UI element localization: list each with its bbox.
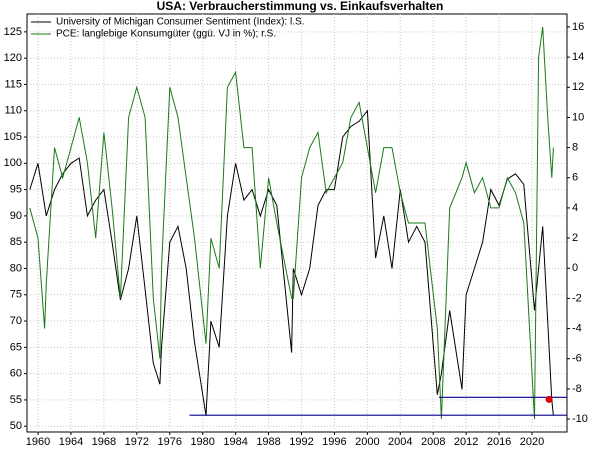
plot-frame (26, 13, 568, 433)
x-tick-label: 1972 (125, 436, 149, 448)
x-tick-label: 1964 (59, 436, 83, 448)
y-tick-label: 90 (10, 210, 22, 222)
y2-tick-label: 8 (572, 142, 578, 154)
y-tick-label: 95 (10, 184, 22, 196)
x-tick-label: 1968 (92, 436, 116, 448)
y-tick-label: 105 (4, 131, 22, 143)
y-tick-label: 65 (10, 341, 22, 353)
y-tick-label: 80 (10, 262, 22, 274)
y2-tick-label: -10 (572, 413, 588, 425)
x-tick-label: 1960 (26, 436, 50, 448)
y-tick-label: 60 (10, 368, 22, 380)
x-tick-label: 2012 (454, 436, 478, 448)
y2-tick-label: 2 (572, 232, 578, 244)
y2-tick-label: -8 (572, 383, 582, 395)
y-tick-label: 100 (4, 157, 22, 169)
x-tick-label: 1988 (256, 436, 280, 448)
y2-tick-label: 4 (572, 202, 578, 214)
y2-tick-label: 10 (572, 111, 584, 123)
y-tick-label: 115 (4, 78, 22, 90)
y2-tick-label: 14 (572, 51, 584, 63)
x-tick-label: 1992 (289, 436, 313, 448)
x-tick-label: 2000 (355, 436, 379, 448)
chart-title: USA: Verbraucherstimmung vs. Einkaufsver… (157, 0, 444, 13)
x-tick-label: 2008 (421, 436, 445, 448)
y-tick-label: 50 (10, 420, 22, 432)
y-tick-label: 110 (4, 105, 22, 117)
series-line (29, 109, 554, 416)
y-tick-label: 120 (4, 52, 22, 64)
y-tick-label: 70 (10, 315, 22, 327)
series-line (29, 26, 554, 420)
x-tick-label: 1996 (322, 436, 346, 448)
y2-tick-label: -6 (572, 353, 582, 365)
y2-tick-label: -2 (572, 292, 582, 304)
y2-tick-label: 16 (572, 21, 584, 33)
y2-tick-label: -4 (572, 322, 582, 334)
legend-label: University of Michigan Consumer Sentimen… (56, 17, 304, 28)
y2-tick-label: 0 (572, 262, 578, 274)
x-tick-label: 1980 (190, 436, 214, 448)
x-tick-label: 2016 (487, 436, 511, 448)
y-tick-label: 55 (10, 394, 22, 406)
highlight-marker (545, 395, 553, 403)
x-tick-label: 2004 (388, 436, 412, 448)
legend-label: PCE: langlebige Konsumgüter (ggü. VJ in … (56, 29, 276, 40)
x-tick-label: 1976 (158, 436, 182, 448)
x-tick-label: 1984 (223, 436, 247, 448)
y-tick-label: 125 (4, 26, 22, 38)
y-tick-label: 85 (10, 236, 22, 248)
y2-tick-label: 6 (572, 172, 578, 184)
y-tick-label: 75 (10, 289, 22, 301)
y2-tick-label: 12 (572, 81, 584, 93)
x-tick-label: 2020 (520, 436, 544, 448)
